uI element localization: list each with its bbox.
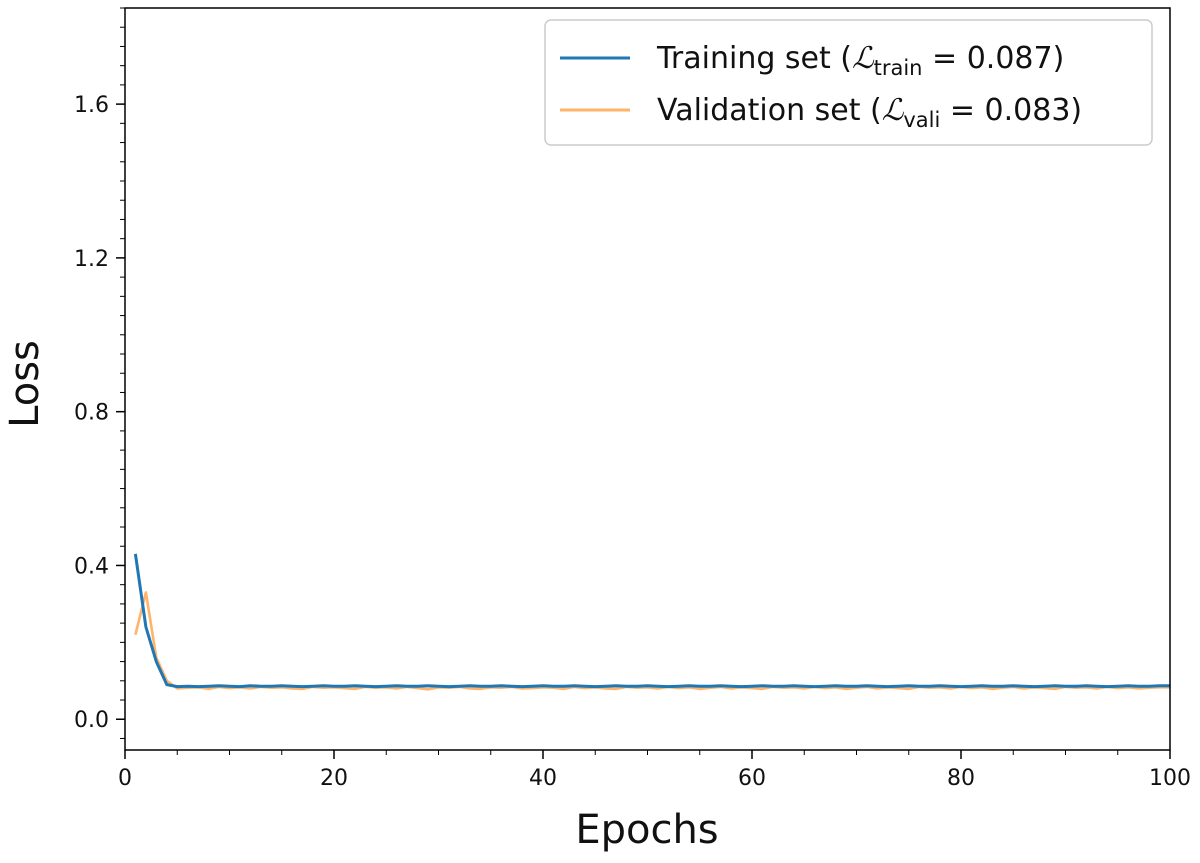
y-tick-label: 0.4 bbox=[74, 554, 109, 579]
x-axis-title: Epochs bbox=[575, 807, 718, 853]
x-tick-label: 40 bbox=[529, 766, 557, 791]
y-axis-title: Loss bbox=[2, 340, 48, 428]
y-tick-label: 0.8 bbox=[74, 401, 109, 426]
x-tick-label: 20 bbox=[320, 766, 348, 791]
axes-layer: 0 20 40 60 80 100 0.0 0.4 0.8 1.2 1.6 bbox=[74, 7, 1191, 791]
x-tick-label: 60 bbox=[738, 766, 766, 791]
series-line-training bbox=[133, 553, 1170, 689]
y-tick-label: 0.0 bbox=[74, 708, 109, 733]
legend-label-training: Training set (ℒtrain = 0.087) bbox=[656, 41, 1064, 80]
legend: Training set (ℒtrain = 0.087) Validation … bbox=[544, 19, 1153, 146]
series-line-validation bbox=[134, 591, 1170, 691]
series-layer bbox=[133, 553, 1170, 691]
x-tick-label: 80 bbox=[947, 766, 975, 791]
legend-label-validation: Validation set (ℒvali = 0.083) bbox=[657, 93, 1082, 132]
y-tick-label: 1.2 bbox=[74, 247, 109, 272]
legend-box bbox=[544, 19, 1153, 146]
x-tick-label: 0 bbox=[118, 766, 132, 791]
y-tick-label: 1.6 bbox=[74, 93, 109, 118]
x-tick-label: 100 bbox=[1149, 766, 1191, 791]
